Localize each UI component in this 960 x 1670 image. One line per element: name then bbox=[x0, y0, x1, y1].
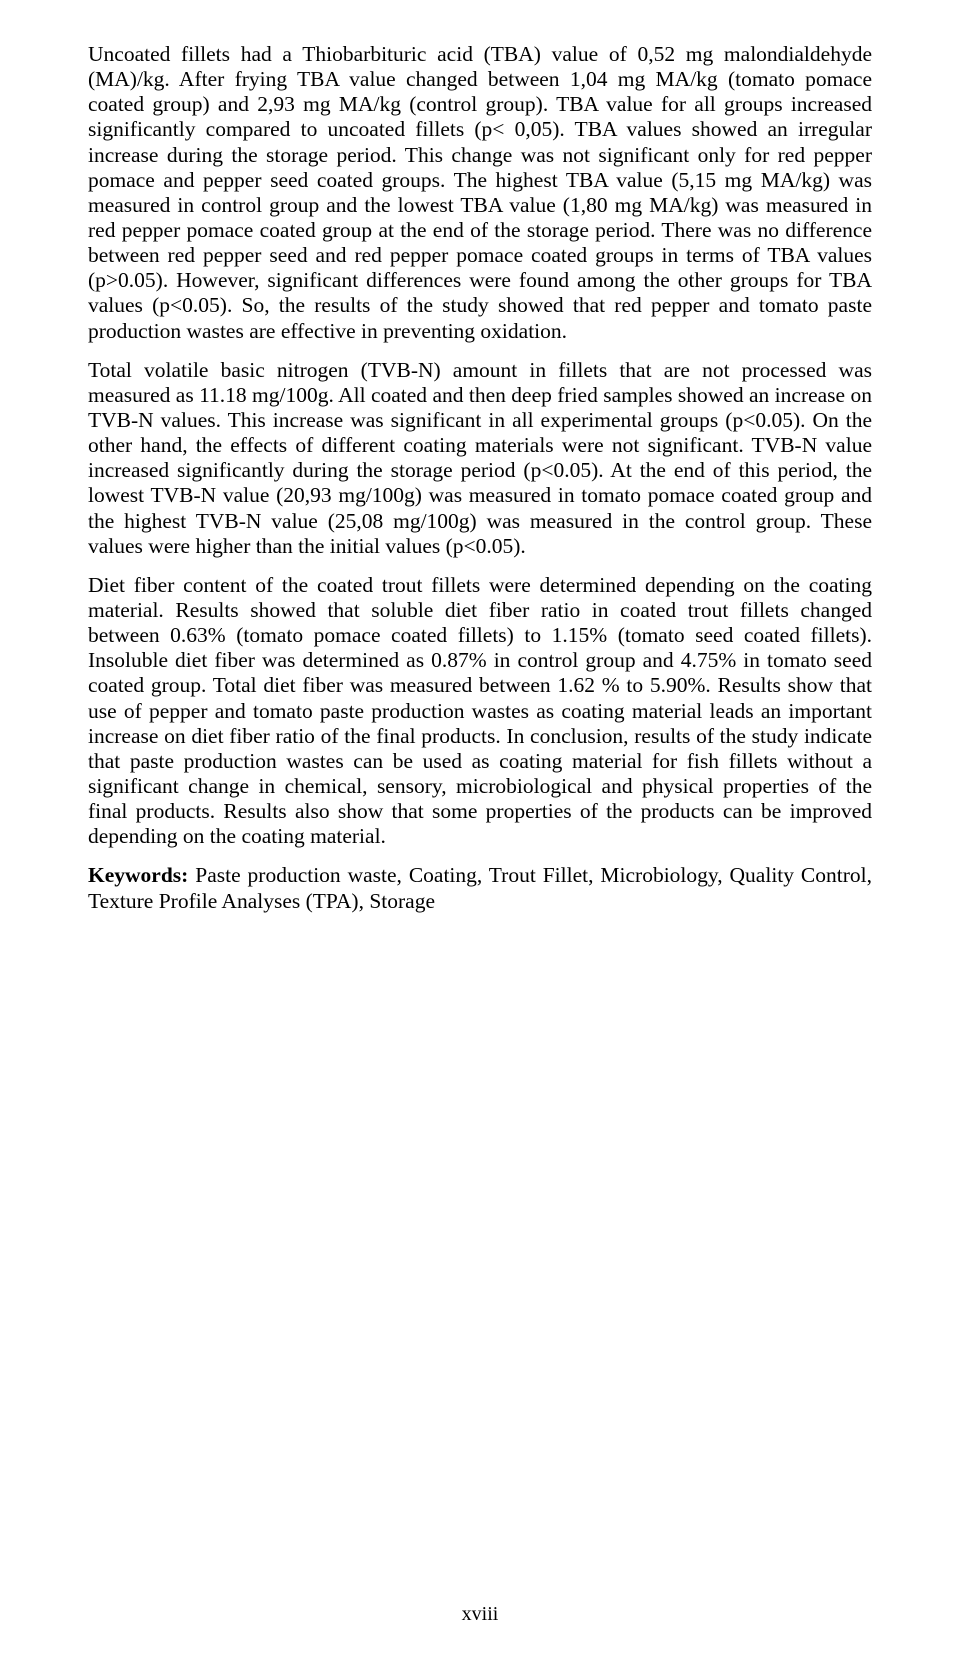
paragraph-tvbn: Total volatile basic nitrogen (TVB-N) am… bbox=[88, 358, 872, 559]
paragraph-tba: Uncoated fillets had a Thiobarbituric ac… bbox=[88, 42, 872, 344]
paragraph-fiber: Diet fiber content of the coated trout f… bbox=[88, 573, 872, 850]
keywords-text: Paste production waste, Coating, Trout F… bbox=[88, 863, 872, 912]
keywords-label: Keywords: bbox=[88, 863, 188, 887]
keywords-line: Keywords: Paste production waste, Coatin… bbox=[88, 863, 872, 913]
page-number: xviii bbox=[0, 1603, 960, 1626]
